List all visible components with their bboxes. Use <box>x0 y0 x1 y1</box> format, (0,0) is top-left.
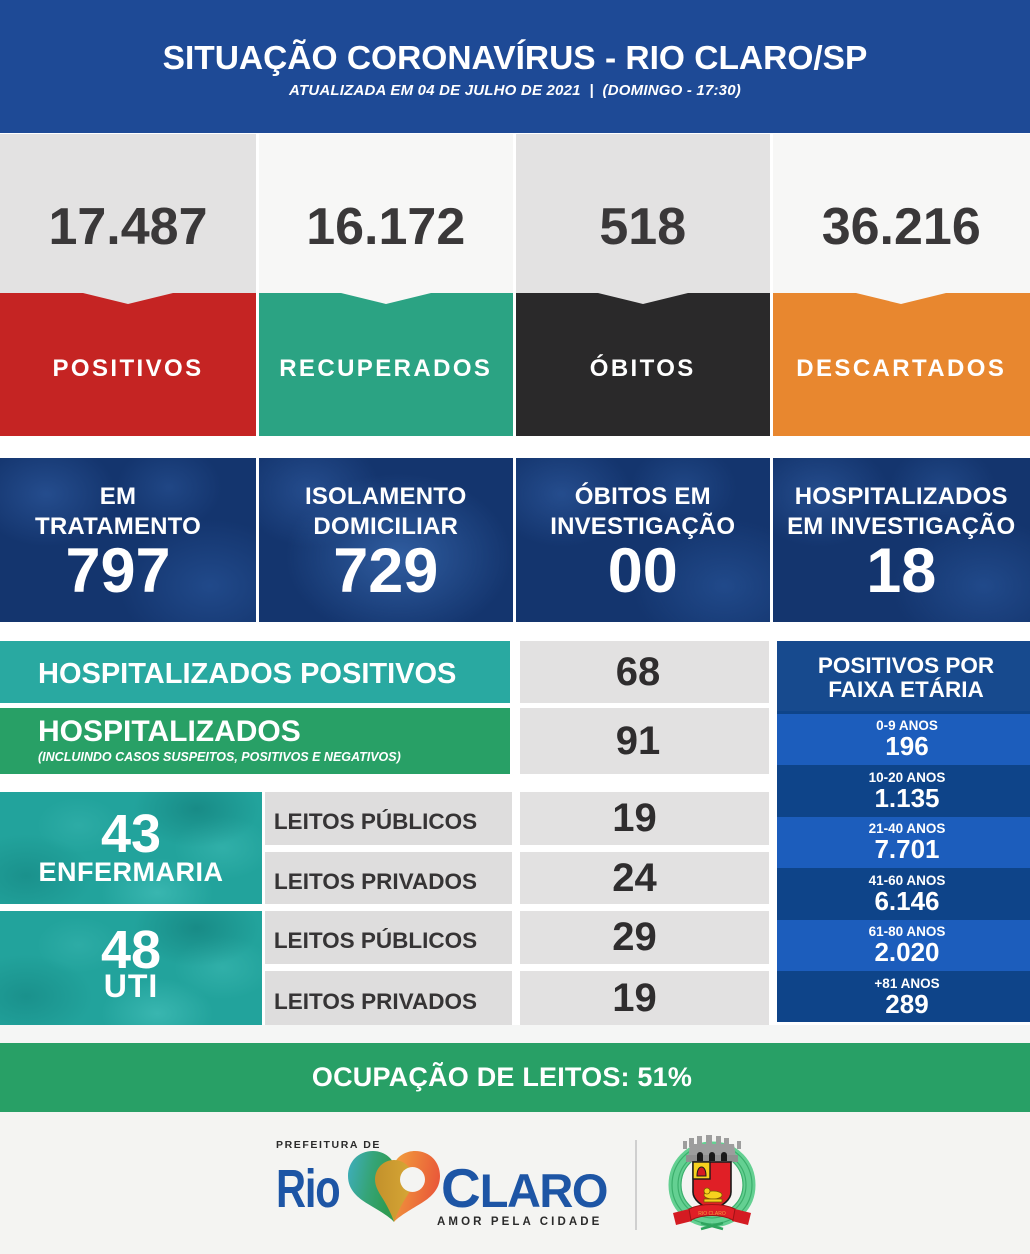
svg-text:RIO CLARO: RIO CLARO <box>698 1211 726 1217</box>
